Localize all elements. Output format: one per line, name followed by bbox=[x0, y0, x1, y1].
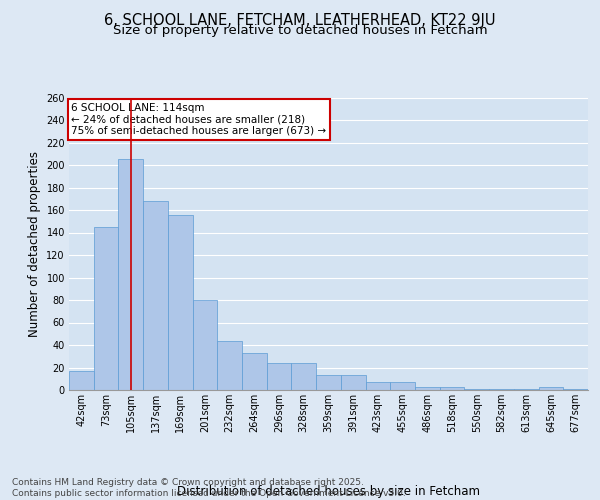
Bar bbox=[118, 160, 143, 390]
Bar bbox=[143, 201, 168, 390]
X-axis label: Distribution of detached houses by size in Fetcham: Distribution of detached houses by size … bbox=[177, 485, 480, 498]
Bar bbox=[365, 382, 390, 390]
Bar bbox=[316, 376, 341, 390]
Bar bbox=[168, 214, 193, 390]
Bar bbox=[341, 376, 365, 390]
Bar bbox=[489, 389, 514, 390]
Bar bbox=[464, 389, 489, 390]
Bar bbox=[539, 386, 563, 390]
Bar bbox=[94, 227, 118, 390]
Bar bbox=[514, 389, 539, 390]
Bar bbox=[415, 386, 440, 390]
Bar bbox=[292, 363, 316, 390]
Text: 6, SCHOOL LANE, FETCHAM, LEATHERHEAD, KT22 9JU: 6, SCHOOL LANE, FETCHAM, LEATHERHEAD, KT… bbox=[104, 12, 496, 28]
Bar bbox=[193, 300, 217, 390]
Bar bbox=[440, 386, 464, 390]
Bar bbox=[390, 382, 415, 390]
Y-axis label: Number of detached properties: Number of detached properties bbox=[28, 151, 41, 337]
Text: Size of property relative to detached houses in Fetcham: Size of property relative to detached ho… bbox=[113, 24, 487, 37]
Bar bbox=[563, 389, 588, 390]
Bar bbox=[69, 371, 94, 390]
Bar bbox=[242, 353, 267, 390]
Text: 6 SCHOOL LANE: 114sqm
← 24% of detached houses are smaller (218)
75% of semi-det: 6 SCHOOL LANE: 114sqm ← 24% of detached … bbox=[71, 103, 326, 136]
Text: Contains HM Land Registry data © Crown copyright and database right 2025.
Contai: Contains HM Land Registry data © Crown c… bbox=[12, 478, 406, 498]
Bar bbox=[267, 363, 292, 390]
Bar bbox=[217, 340, 242, 390]
